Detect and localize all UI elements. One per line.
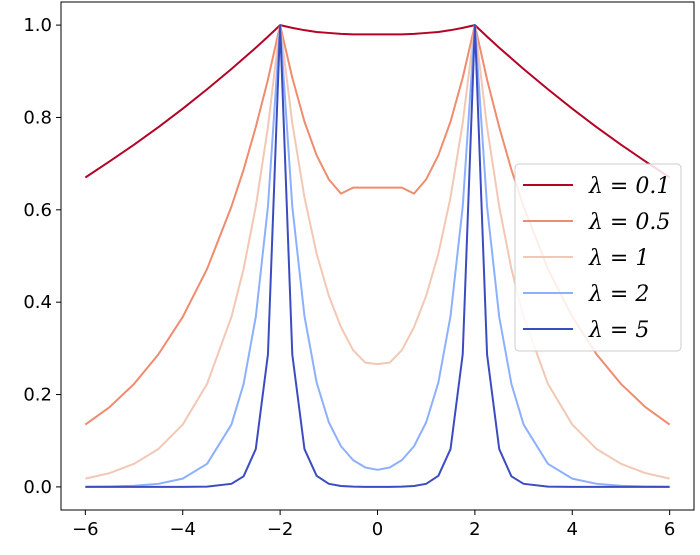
- legend-box: [514, 163, 682, 352]
- legend-label-2: λ = 0.5: [588, 210, 670, 235]
- y-tick-label: 0.2: [23, 385, 52, 406]
- y-tick-label: 0.0: [23, 477, 52, 498]
- legend-label-4: λ = 2: [588, 282, 649, 307]
- x-axis-ticks: −6 −4 −2 0 2 4 6: [72, 510, 675, 540]
- x-tick-label: 2: [469, 519, 480, 540]
- x-tick-label: −4: [169, 519, 196, 540]
- x-tick-label: 4: [567, 519, 578, 540]
- legend-label-5: λ = 5: [588, 318, 649, 343]
- y-tick-label: 0.6: [23, 200, 52, 221]
- series-line-4: [85, 24, 670, 488]
- series-line-1: [84, 24, 671, 179]
- legend: λ = 0.1 λ = 0.5 λ = 1 λ = 2 λ = 5: [514, 163, 682, 352]
- legend-label-1: λ = 0.1: [588, 174, 670, 199]
- x-tick-label: 0: [372, 519, 383, 540]
- y-tick-label: 0.4: [23, 292, 52, 313]
- y-tick-label: 1.0: [23, 15, 52, 36]
- y-axis-ticks: 0.0 0.2 0.4 0.6 0.8 1.0: [23, 15, 61, 498]
- x-tick-label: −6: [72, 519, 99, 540]
- y-tick-label: 0.8: [23, 107, 52, 128]
- x-tick-label: −2: [267, 519, 294, 540]
- x-tick-label: 6: [664, 519, 675, 540]
- legend-label-3: λ = 1: [588, 246, 649, 271]
- series-line-5: [85, 24, 670, 488]
